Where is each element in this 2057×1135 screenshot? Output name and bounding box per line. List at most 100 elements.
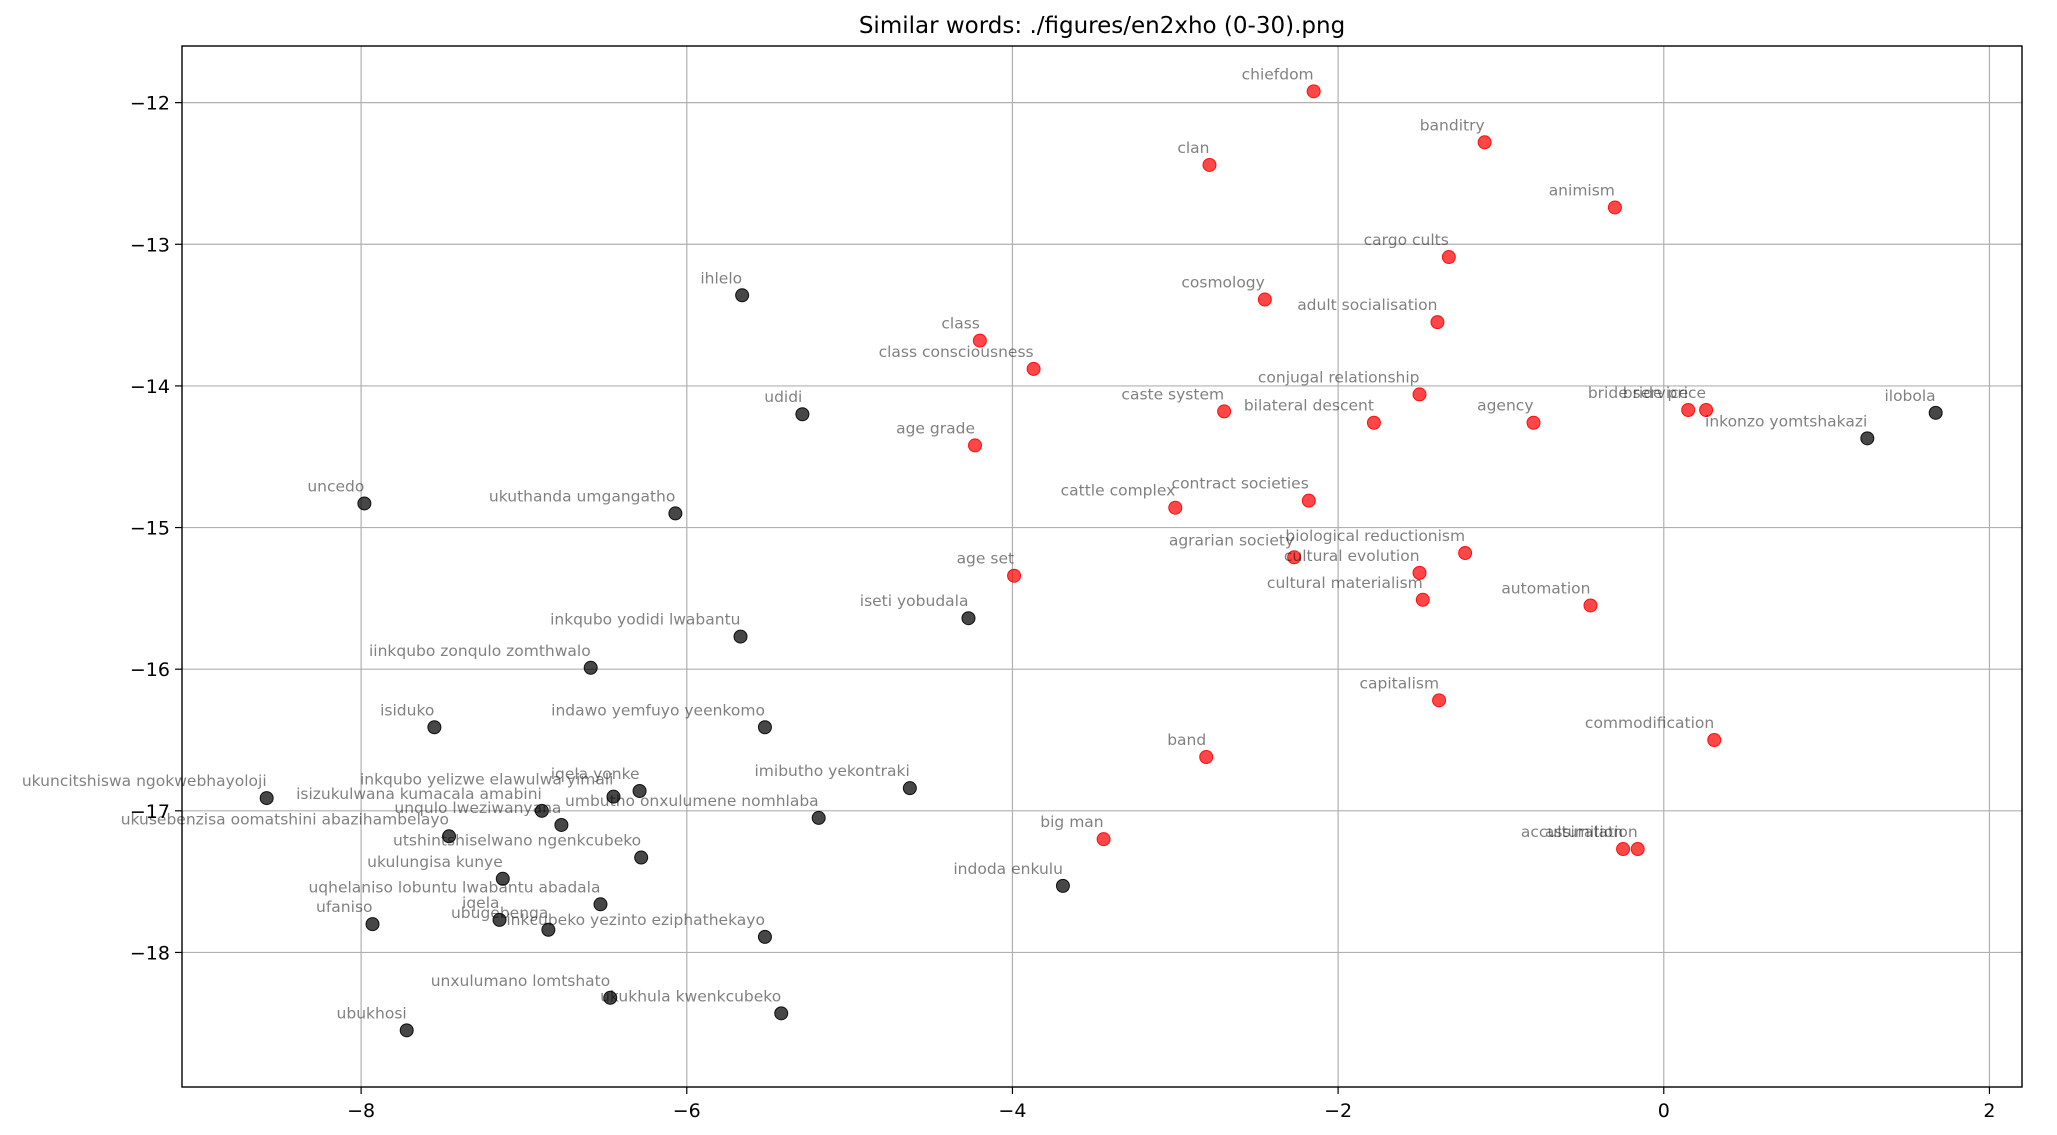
point-label: inkcubeko yezinto eziphathekayo xyxy=(506,911,765,929)
point-label: cultural materialism xyxy=(1267,574,1423,592)
data-point xyxy=(583,660,598,675)
data-point xyxy=(1412,387,1427,402)
data-point xyxy=(1432,693,1447,708)
data-point xyxy=(733,629,748,644)
y-tick-label: −13 xyxy=(130,234,170,256)
data-points xyxy=(259,84,1943,1038)
point-label: chiefdom xyxy=(1242,65,1314,83)
data-point xyxy=(1583,598,1598,613)
point-label: isizukulwana kumacala amabini xyxy=(296,785,542,803)
data-point xyxy=(1202,157,1217,172)
data-point xyxy=(757,720,772,735)
point-label: assimilation xyxy=(1545,823,1638,841)
axis-ticks: −8 −6 −4 −2 0 2 −12 −13 −14 −15 −16 −17 −18 xyxy=(130,93,1996,1122)
data-point xyxy=(1607,200,1622,215)
point-label: clan xyxy=(1177,139,1209,157)
point-label: ukuthanda umgangatho xyxy=(489,487,675,505)
point-label: umbutho onxulumene nomhlaba xyxy=(565,792,819,810)
data-point xyxy=(1168,500,1183,515)
point-label: banditry xyxy=(1420,116,1485,134)
point-label: ukukhula kwenkcubeko xyxy=(600,987,781,1005)
y-tick-label: −15 xyxy=(130,518,170,540)
point-label: agency xyxy=(1477,397,1533,415)
point-label: uqhelaniso lobuntu lwabantu abadala xyxy=(308,878,600,896)
data-point xyxy=(1199,749,1214,764)
y-tick-label: −18 xyxy=(130,942,170,964)
point-label: unxulumano lomtshato xyxy=(431,972,611,990)
data-point xyxy=(1055,878,1070,893)
x-tick-label: −6 xyxy=(673,1100,701,1122)
data-point xyxy=(961,611,976,626)
point-label: acculturation xyxy=(1521,823,1623,841)
data-point xyxy=(541,922,556,937)
point-label: ukusebenzisa oomatshini abazihambelayo xyxy=(121,810,449,828)
data-point xyxy=(1616,842,1631,857)
point-label: ihlelo xyxy=(700,269,742,287)
data-point xyxy=(1007,568,1022,583)
y-tick-label: −12 xyxy=(130,93,170,115)
point-label: animism xyxy=(1549,181,1615,199)
point-label: imibutho yekontraki xyxy=(754,762,909,780)
data-point xyxy=(902,781,917,796)
data-point xyxy=(593,897,608,912)
x-tick-label: 0 xyxy=(1658,1100,1670,1122)
data-point xyxy=(1477,135,1492,150)
x-tick-label: −2 xyxy=(1324,1100,1352,1122)
point-label: iinkqubo zonqulo zomthwalo xyxy=(369,642,591,660)
grid-lines xyxy=(182,46,2022,1087)
point-label: ubugebenga xyxy=(451,904,548,922)
point-label: indoda enkulu xyxy=(953,860,1063,878)
point-label: ukuncitshiswa ngokwebhayoloji xyxy=(22,772,267,790)
point-label: bride price xyxy=(1623,384,1706,402)
point-label: cosmology xyxy=(1181,274,1264,292)
point-label: ilobola xyxy=(1884,387,1935,405)
point-label: unqulo lweziwanyana xyxy=(394,799,561,817)
point-label: cultural evolution xyxy=(1284,547,1420,565)
data-point xyxy=(606,789,621,804)
data-point xyxy=(795,407,810,422)
data-point xyxy=(735,288,750,303)
data-point xyxy=(365,917,380,932)
data-point xyxy=(972,333,987,348)
point-label: contract societies xyxy=(1172,475,1309,493)
data-point xyxy=(967,438,982,453)
data-point xyxy=(1458,546,1473,561)
point-label: commodification xyxy=(1585,714,1714,732)
point-label: indawo yemfuyo yeenkomo xyxy=(551,701,765,719)
point-label: inkqubo yelizwe elawulwa yimali xyxy=(360,771,614,789)
point-label: cattle complex xyxy=(1061,482,1176,500)
data-point xyxy=(632,783,647,798)
plot-frame xyxy=(181,45,2023,1088)
data-point xyxy=(1707,733,1722,747)
data-point xyxy=(1366,415,1381,430)
point-label: age grade xyxy=(896,419,975,437)
point-label: udidi xyxy=(764,388,802,406)
data-point xyxy=(774,1006,789,1021)
data-point xyxy=(1526,415,1541,430)
data-point xyxy=(757,929,772,944)
y-tick-label: −17 xyxy=(130,801,170,823)
data-point xyxy=(442,829,457,844)
data-point xyxy=(1430,315,1445,330)
point-label: automation xyxy=(1501,579,1590,597)
point-label: caste system xyxy=(1121,385,1224,403)
point-label: bilateral descent xyxy=(1244,397,1374,415)
point-label: adult socialisation xyxy=(1297,296,1437,314)
data-point xyxy=(1301,493,1316,508)
point-label: uncedo xyxy=(307,477,364,495)
point-label: big man xyxy=(1040,813,1103,831)
point-labels: chiefdom clan banditry animism cargo cults co… xyxy=(22,65,1936,1022)
data-point xyxy=(603,990,618,1005)
data-point xyxy=(1630,842,1645,857)
y-tick-label: −14 xyxy=(130,376,170,398)
data-point xyxy=(554,817,569,832)
point-label: agrarian society xyxy=(1169,531,1294,549)
chart-title: Similar words: ./figures/en2xho (0-30).p… xyxy=(859,13,1345,39)
data-point xyxy=(1217,404,1232,419)
point-label: iqela xyxy=(462,894,500,912)
point-label: biological reductionism xyxy=(1285,527,1465,545)
point-label: cargo cults xyxy=(1364,231,1449,249)
x-tick-label: −8 xyxy=(347,1100,375,1122)
